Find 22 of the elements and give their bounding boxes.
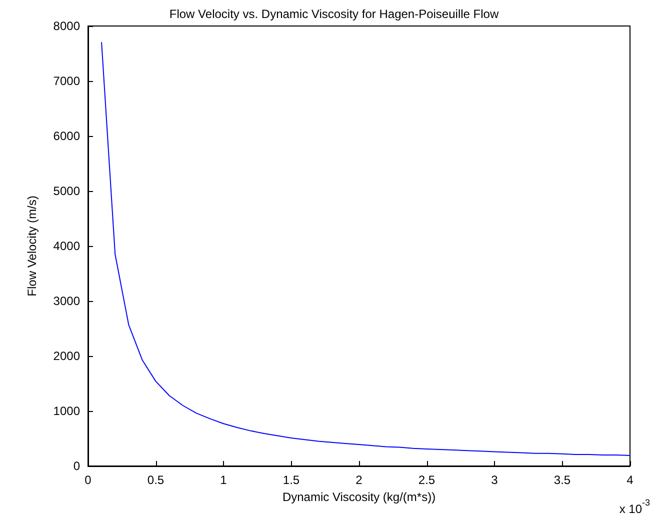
y-axis-title: Flow Velocity (m/s) [25,196,39,296]
x-axis-title: Dynamic Viscosity (kg/(m*s)) [282,490,436,504]
x-tick-label: 0 [84,473,92,487]
line-series [101,42,630,456]
x-tick-label: 0.5 [147,473,164,487]
y-tick-label: 2000 [53,349,80,363]
x-tick-label: 3.5 [554,473,571,487]
y-tick-label: 8000 [53,19,80,33]
y-tick-label: 5000 [53,184,80,198]
x-tick-label: 1.5 [282,473,300,487]
y-tick-label: 7000 [53,74,80,88]
x-tick-label: 3 [491,473,498,487]
chart-title: Flow Velocity vs. Dynamic Viscosity for Hagen-Poiseuille Flow [169,7,499,21]
y-tick-label: 3000 [53,294,80,308]
x-tick-label: 2 [356,473,363,487]
x-tick-label: 1 [220,473,228,487]
x-tick-label: 4 [626,473,634,487]
y-tick-label: 1000 [53,404,80,418]
y-tick-label: 6000 [53,129,80,143]
y-tick-label: 0 [73,459,80,473]
y-tick-label: 4000 [53,239,80,253]
x-tick-label: 2.5 [418,473,436,487]
